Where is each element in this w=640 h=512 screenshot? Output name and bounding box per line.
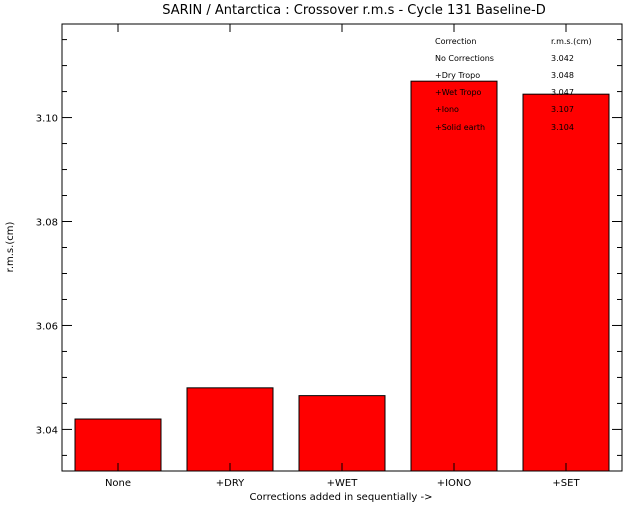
table-row-value: 3.042 [551, 54, 574, 63]
chart-title: SARIN / Antarctica : Crossover r.m.s - C… [162, 3, 545, 18]
bar-iono [410, 80, 498, 472]
y-tick-label: 3.10 [36, 114, 58, 125]
table-row-label: +Solid earth [435, 123, 485, 132]
bar-dry [186, 387, 274, 472]
x-axis: None +DRY +WET +IONO +SET [105, 24, 580, 489]
bar-set [522, 93, 610, 472]
table-row-label: No Corrections [435, 54, 494, 63]
x-tick-label: +IONO [437, 478, 472, 489]
bar-wet [298, 395, 386, 472]
table-header-rms: r.m.s.(cm) [551, 37, 592, 46]
table-row-label: +Dry Tropo [435, 71, 480, 80]
table-row-value: 3.047 [551, 88, 574, 97]
table-header-correction: Correction [435, 37, 476, 46]
x-tick-label: +WET [327, 478, 359, 489]
table-row-value: 3.107 [551, 105, 574, 114]
x-tick-label: None [105, 478, 131, 489]
y-tick-label: 3.04 [36, 425, 58, 436]
y-axis: 3.04 3.06 3.08 3.10 [36, 39, 622, 456]
correction-table: Correction r.m.s.(cm) No Corrections 3.0… [435, 37, 592, 132]
x-tick-label: +DRY [216, 478, 245, 489]
bars-group [74, 80, 610, 472]
table-row-label: +Iono [435, 105, 459, 114]
x-tick-label: +SET [552, 478, 580, 489]
table-row-value: 3.048 [551, 71, 574, 80]
table-row-label: +Wet Tropo [435, 88, 482, 97]
y-tick-label: 3.06 [36, 321, 58, 332]
y-tick-label: 3.08 [36, 218, 58, 229]
table-row-value: 3.104 [551, 123, 574, 132]
bar-none [74, 418, 162, 472]
x-axis-label: Corrections added in sequentially -> [250, 492, 433, 503]
y-axis-label: r.m.s.(cm) [5, 222, 16, 273]
